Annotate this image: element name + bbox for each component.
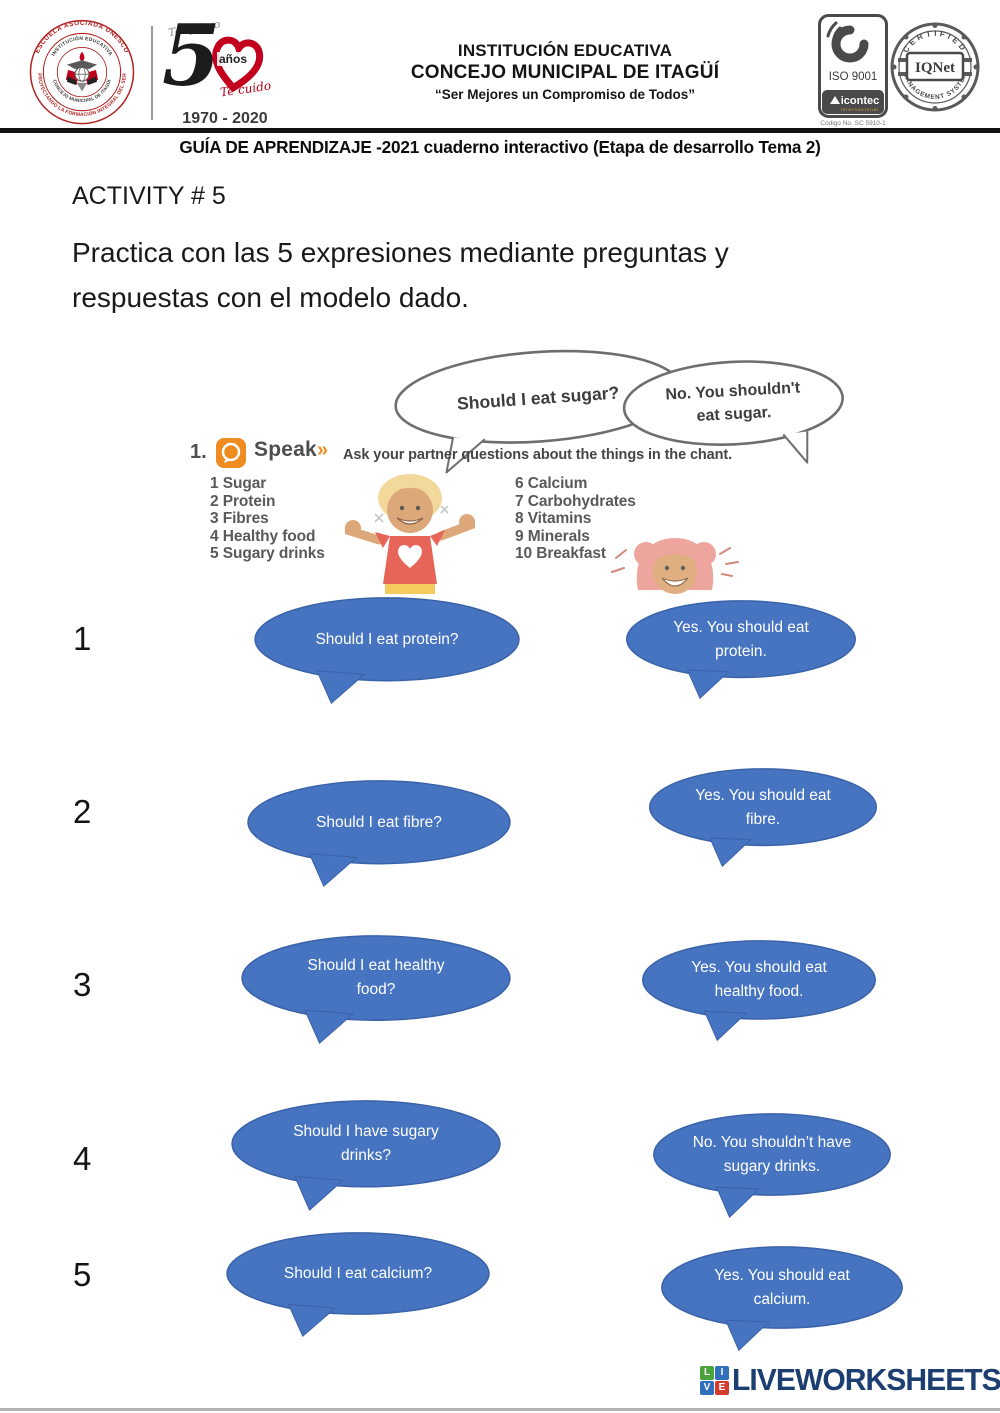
- exercise-number: 1.: [190, 441, 207, 463]
- answer-bubble-3[interactable]: Yes. You should eat healthy food.: [641, 940, 877, 1042]
- answer-text: No. You shouldn’t have sugary drinks.: [692, 1133, 852, 1175]
- answer-text: Yes. You should eat healthy food.: [691, 959, 827, 1001]
- question-bubble-1[interactable]: Should I eat protein?: [253, 597, 521, 705]
- chant-item: 9 Minerals: [515, 527, 590, 545]
- header-rule: [0, 128, 1000, 133]
- model-answer-text: No. You shouldn't eat sugar.: [665, 379, 801, 426]
- answer-text: Yes. You should eat calcium.: [714, 1266, 850, 1308]
- chant-item: 6 Calcium: [515, 475, 588, 492]
- logo-block: I: [715, 1365, 729, 1380]
- answer-bubble-2[interactable]: Yes. You should eat fibre.: [648, 768, 878, 868]
- chant-item: 5 Sugary drinks: [210, 545, 325, 562]
- heart-icon: [212, 36, 264, 92]
- liveworksheets-blocks-icon: L I V E: [700, 1365, 729, 1395]
- institution-line1: INSTITUCIÓN EDUCATIVA: [457, 41, 673, 60]
- cartoon-girl-icon: [611, 538, 739, 594]
- chant-item: 10 Breakfast: [515, 545, 606, 562]
- guide-title: GUÍA DE APRENDIZAJE -2021 cuaderno inter…: [179, 137, 821, 157]
- page-bottom-rule: [0, 1408, 1000, 1411]
- anniversary-anos-label: años: [217, 52, 250, 66]
- speech-bubble-outline: [389, 340, 689, 482]
- iqnet-icon: CERTIFIED MANAGEMENT SYSTEM IQNet: [890, 22, 980, 112]
- row-number: 1: [73, 620, 92, 657]
- row-number: 5: [73, 1256, 92, 1293]
- anniversary-digit: 5: [162, 6, 221, 105]
- cartoon-boy-icon: [342, 474, 478, 594]
- icontec-brand: icontec: [841, 95, 880, 107]
- chant-item: 4 Healthy food: [210, 527, 316, 545]
- cartoon-girl: [608, 520, 743, 594]
- model-answer-bubble: No. You shouldn't eat sugar.: [619, 354, 848, 476]
- model-question-bubble: Should I eat sugar?: [389, 340, 689, 482]
- row-number: 2: [73, 793, 92, 830]
- answer-bubble-4[interactable]: No. You shouldn’t have sugary drinks.: [652, 1113, 892, 1219]
- institution-line2: CONCEJO MUNICIPAL DE ITAGÜÍ: [410, 62, 720, 84]
- row-number: 4: [73, 1140, 92, 1177]
- institution-header: INSTITUCIÓN EDUCATIVA CONCEJO MUNICIPAL …: [355, 40, 775, 104]
- liveworksheets-logo: L I V E LIVEWORKSHEETS: [700, 1360, 1000, 1400]
- chant-item: 1 Sugar: [210, 475, 267, 492]
- institution-motto: “Ser Mejores un Compromiso de Todos”: [434, 87, 696, 102]
- question-bubble-4[interactable]: Should I have sugary drinks?: [230, 1100, 502, 1212]
- iqnet-center-text: IQNet: [915, 60, 955, 76]
- answer-bubble-1[interactable]: Yes. You should eat protein.: [625, 600, 857, 700]
- chant-item: 2 Protein: [210, 492, 276, 510]
- question-bubble-3[interactable]: Should I eat healthy food?: [240, 935, 512, 1045]
- question-text: Should I eat healthy food?: [307, 957, 445, 999]
- question-text: Should I eat calcium?: [283, 1264, 433, 1282]
- row-number: 3: [73, 966, 92, 1003]
- logo-block: L: [700, 1365, 714, 1380]
- answer-text: Yes. You should eat protein.: [673, 618, 809, 660]
- anniversary-logo: Te quiero 5 años Te cuido 1970 - 2020: [160, 10, 290, 130]
- iso-caption: Código No. SC 5910-1: [820, 120, 886, 127]
- question-text: Should I eat fibre?: [316, 813, 442, 831]
- crest-flame: [79, 51, 85, 62]
- anniversary-years-range: 1970 - 2020: [182, 110, 268, 127]
- iso-9001-icon: ISO 9001 icontec internacional: [818, 14, 888, 118]
- chant-item: 3 Fibres: [210, 510, 269, 527]
- chant-item: 8 Vitamins: [515, 510, 592, 527]
- iqnet-badge: CERTIFIED MANAGEMENT SYSTEM IQNet: [890, 22, 980, 112]
- activity-instructions: Practica con las 5 expresiones mediante …: [72, 237, 729, 313]
- school-crest: ESCUELA ASOCIADA UNESCO PROYECTANDO LA F…: [22, 12, 142, 130]
- answer-text: Yes. You should eat fibre.: [695, 786, 831, 828]
- chant-item: 7 Carbohydrates: [515, 492, 636, 510]
- activity-label: ACTIVITY # 5: [72, 182, 226, 210]
- logo-block: E: [715, 1380, 729, 1395]
- answer-bubble-5[interactable]: Yes. You should eat calcium.: [660, 1246, 904, 1352]
- iso-label: ISO 9001: [829, 71, 878, 83]
- speech-bubble-outline: [619, 354, 848, 476]
- question-bubble-5[interactable]: Should I eat calcium?: [225, 1232, 491, 1338]
- chant-list-right: 6 Calcium 7 Carbohydrates 8 Vitamins 9 M…: [515, 475, 636, 563]
- icontec-sub: internacional: [841, 107, 880, 112]
- chant-list-left: 1 Sugar 2 Protein 3 Fibres 4 Healthy foo…: [210, 475, 325, 563]
- header-divider: [151, 26, 153, 120]
- crest-icon: ESCUELA ASOCIADA UNESCO PROYECTANDO LA F…: [29, 19, 135, 125]
- speak-skill-label: Speak: [254, 438, 317, 461]
- speak-chevrons: »: [317, 439, 329, 461]
- speak-prompt: Ask your partner questions about the thi…: [343, 447, 733, 463]
- speak-icon: [216, 438, 246, 468]
- logo-block: V: [700, 1380, 714, 1395]
- cartoon-boy: [342, 468, 478, 594]
- iso-9001-badge: ISO 9001 icontec internacional: [818, 14, 888, 118]
- question-text: Should I eat protein?: [315, 630, 459, 648]
- question-bubble-2[interactable]: Should I eat fibre?: [246, 780, 512, 888]
- liveworksheets-brand: LIVEWORKSHEETS: [732, 1362, 1000, 1397]
- question-text: Should I have sugary drinks?: [293, 1123, 439, 1165]
